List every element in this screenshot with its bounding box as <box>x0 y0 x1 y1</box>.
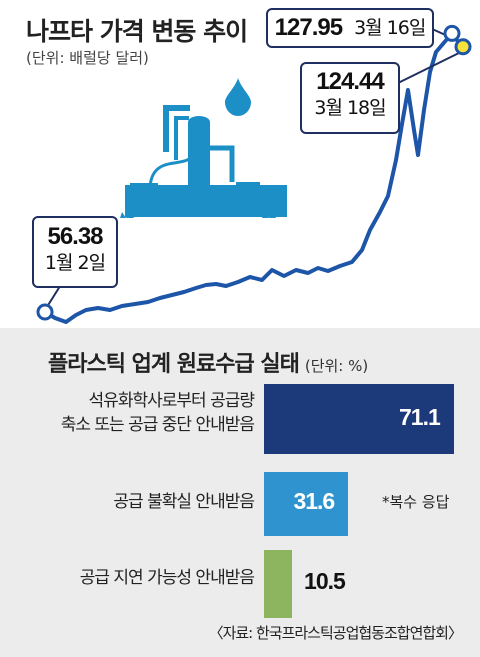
line-chart-title: 나프타 가격 변동 추이 <box>26 17 248 46</box>
end-point-leader <box>395 50 464 85</box>
naphtha-price-chart <box>36 24 472 324</box>
bar-value-label: 10.5 <box>304 568 346 594</box>
bar-category-label: 공급 지연 가능성 안내받음 <box>79 568 255 588</box>
start-callout: 56.38 1월 2일 <box>32 216 118 288</box>
bar-chart-title-text: 플라스틱 업계 원료수급 실태 <box>48 352 300 377</box>
bar-chart-unit: (단위: %) <box>304 357 369 375</box>
line-chart-unit: (단위: 배럴당 달러) <box>26 49 149 67</box>
bar-category-line-1: 석유화학사로부터 공급량 <box>88 391 255 411</box>
end-value-label: 124.44 <box>316 68 384 95</box>
end-date-label: 3월 18일 <box>314 96 386 119</box>
start-value-label: 56.38 <box>47 223 103 250</box>
line-chart-panel: 나프타 가격 변동 추이 (단위: 배럴당 달러) 56.38 1월 2일 12… <box>0 0 480 328</box>
bar-value-label: 71.1 <box>399 404 441 430</box>
start-date-label: 1월 2일 <box>44 251 106 274</box>
end-callout: 124.44 3월 18일 <box>300 62 400 134</box>
bar-supply-uncertain <box>264 472 349 536</box>
bar-supply-cut <box>264 384 454 454</box>
naphtha-price-line <box>43 31 465 324</box>
peak-callout: 127.95 3월 16일 <box>266 8 434 48</box>
start-point <box>36 303 54 321</box>
source-label: 〈자료: 한국프라스틱공업협동조합연합회〉 <box>208 624 463 642</box>
multiple-response-note: *복수 응답 <box>382 493 450 511</box>
bar-chart-title: 플라스틱 업계 원료수급 실태 (단위: %) <box>48 346 368 378</box>
bar-category-label: 석유화학사로부터 공급량 축소 또는 공급 중단 안내받음 <box>60 390 255 438</box>
petrochemical-plant-icon <box>120 78 287 218</box>
peak-point <box>443 24 461 42</box>
end-point <box>454 38 472 56</box>
bar-category-line-2: 축소 또는 공급 중단 안내받음 <box>60 414 255 435</box>
bar-value-label: 31.6 <box>293 488 335 514</box>
bar-category-label: 공급 불확실 안내받음 <box>113 492 255 512</box>
peak-value-label: 127.95 <box>274 13 343 41</box>
bar-supply-delay <box>264 550 293 618</box>
bar-chart-panel: 플라스틱 업계 원료수급 실태 (단위: %) 석유화학사로부터 공급량 축소 또… <box>0 328 480 657</box>
peak-date-label: 3월 16일 <box>354 16 426 39</box>
oil-drop-icon <box>225 78 251 116</box>
